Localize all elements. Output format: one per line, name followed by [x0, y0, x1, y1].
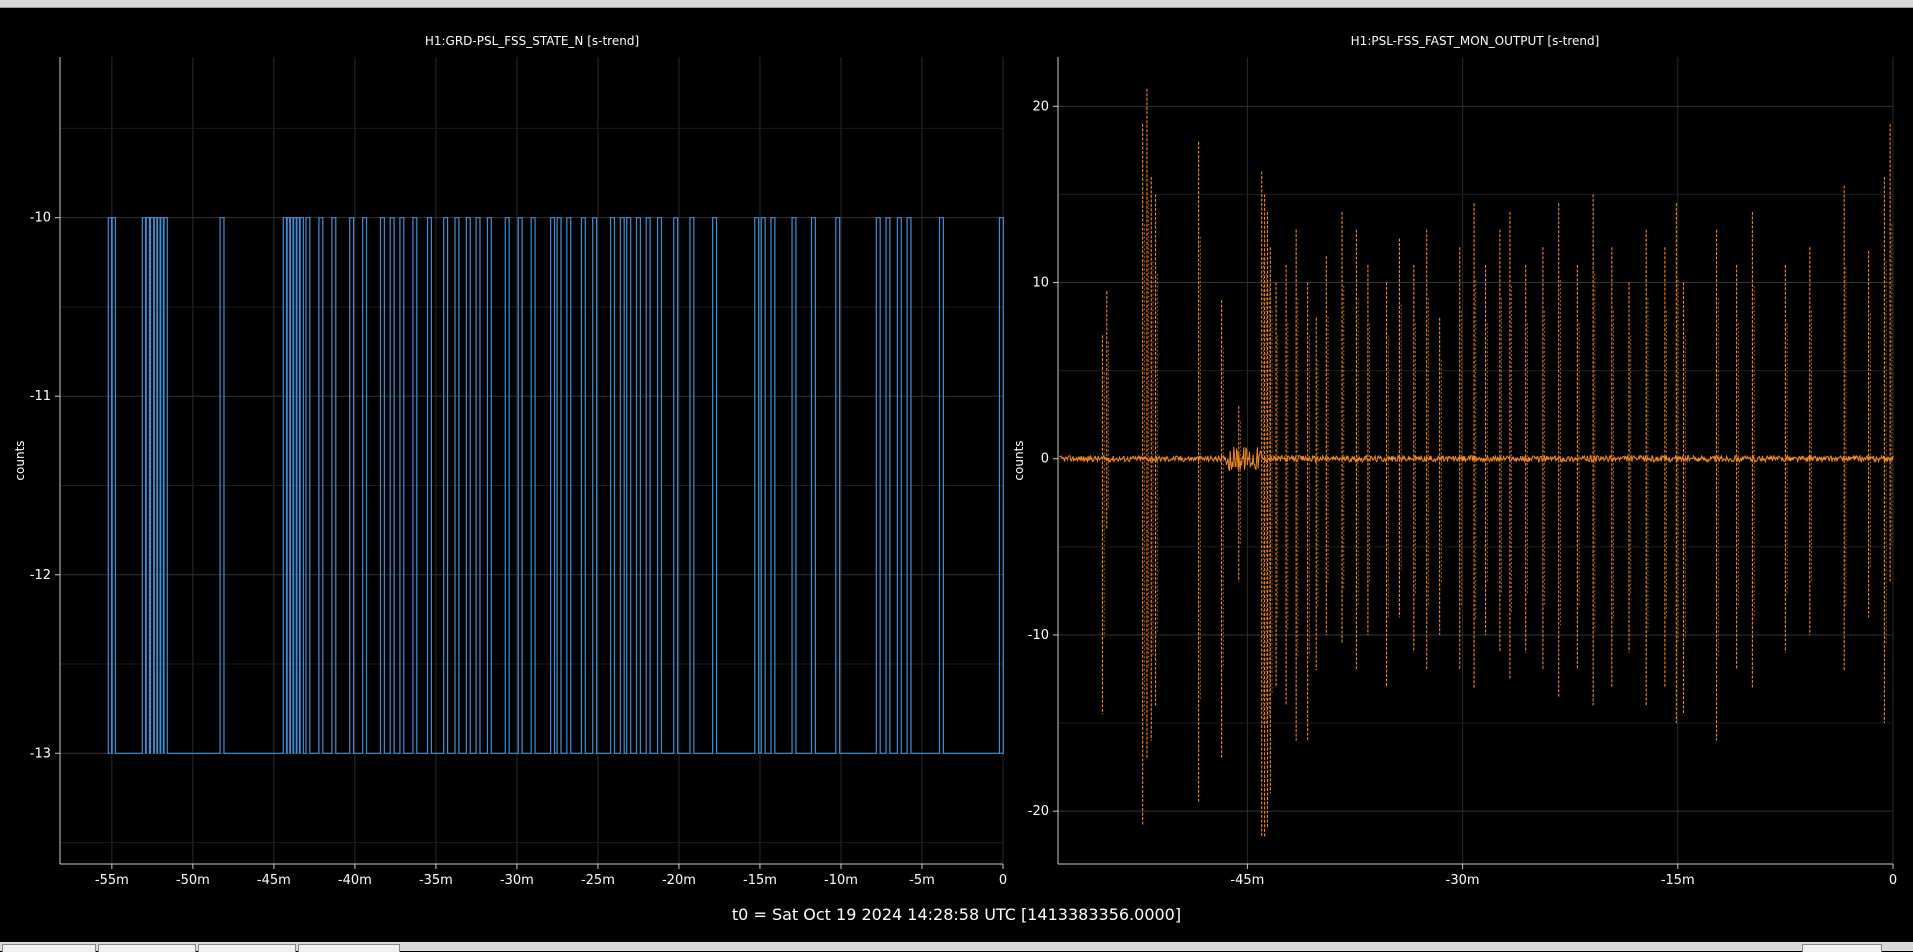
x-tick-label: -45m — [1230, 873, 1264, 888]
x-tick-label: -30m — [500, 873, 534, 888]
x-tick-label: -15m — [743, 873, 777, 888]
series-line-fast-mon — [1059, 447, 1893, 471]
charts-svg: -55m -50m -45m -40m -35m -30m -25m -20m -15m -10m… — [0, 7, 1913, 942]
x-tick-label: -25m — [581, 873, 615, 888]
y-tick-label: -20 — [1028, 804, 1049, 819]
x-tick-label: -30m — [1446, 873, 1480, 888]
y-axis-label: counts — [1012, 440, 1026, 480]
y-tick-label: 20 — [1032, 99, 1049, 114]
y-axis-label: counts — [13, 440, 27, 480]
x-tick-label: -40m — [338, 873, 372, 888]
y-tick-label: 0 — [1041, 452, 1049, 467]
x-tick-label: -45m — [257, 873, 291, 888]
y-tick-label: -11 — [30, 389, 51, 404]
x-tick-label: -55m — [95, 873, 129, 888]
x-tick-label: -5m — [909, 873, 935, 888]
y-tick-label: 10 — [1032, 276, 1049, 291]
x-tick-label: 0 — [1889, 873, 1897, 888]
y-tick-label: -12 — [30, 568, 51, 583]
plot-area: -55m -50m -45m -40m -35m -30m -25m -20m -15m -10m… — [0, 7, 1913, 942]
chart-title: H1:PSL-FSS_FAST_MON_OUTPUT [s-trend] — [1351, 34, 1600, 48]
chart-title: H1:GRD-PSL_FSS_STATE_N [s-trend] — [425, 34, 639, 48]
y-tick-label: -13 — [30, 746, 51, 761]
y-tick-label: -10 — [30, 211, 51, 226]
window-bottom-bar — [0, 942, 1913, 951]
x-tick-label: -15m — [1661, 873, 1695, 888]
x-tick-label: -50m — [176, 873, 210, 888]
x-tick-label: 0 — [999, 873, 1007, 888]
x-tick-label: -35m — [419, 873, 453, 888]
x-tick-label: -10m — [824, 873, 858, 888]
t0-label: t0 = Sat Oct 19 2024 14:28:58 UTC [14133… — [0, 905, 1913, 924]
x-tick-label: -20m — [662, 873, 696, 888]
y-tick-label: -10 — [1028, 628, 1049, 643]
